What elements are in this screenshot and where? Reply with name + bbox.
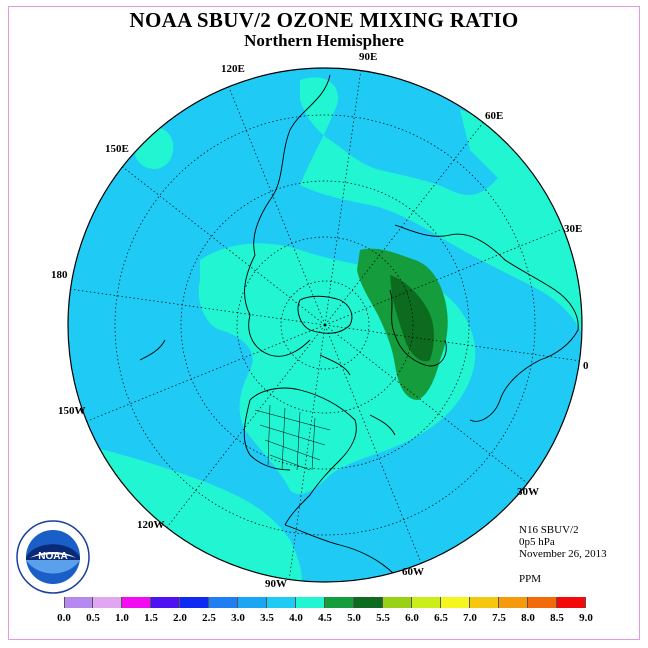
color-bar-tick-label: 4.5 (318, 612, 332, 624)
color-bar-tick-label: 9.0 (579, 612, 593, 624)
color-bar-tick-label: 0.0 (57, 612, 71, 624)
lon-label-0: 0 (583, 360, 589, 372)
color-bar-segment (528, 597, 557, 608)
color-bar-tick-label: 7.5 (492, 612, 506, 624)
state-boundaries (254, 404, 331, 471)
color-bar-segment (557, 597, 586, 608)
meridian-line (122, 166, 326, 326)
color-bar-tick-label: 3.5 (260, 612, 274, 624)
color-bar-tick-label: 2.0 (173, 612, 187, 624)
color-bar-segment (412, 597, 441, 608)
color-bar-segment (267, 597, 296, 608)
meridian-line (288, 324, 326, 580)
map-boundary (67, 67, 583, 583)
color-bar-segment (93, 597, 122, 608)
info-date: November 26, 2013 (519, 548, 607, 560)
map-title: NOAA SBUV/2 OZONE MIXING RATIO (129, 8, 519, 32)
color-bar-tick-label: 5.5 (376, 612, 390, 624)
meridian-line (166, 324, 326, 528)
info-instrument: N16 SBUV/2 (519, 524, 579, 536)
meridian-line (70, 288, 326, 326)
lon-label-120e: 120E (221, 63, 245, 75)
meridian-line (324, 122, 484, 326)
color-bar-segment (209, 597, 238, 608)
color-bar-tick-label: 5.0 (347, 612, 361, 624)
color-bar-tick-label: 2.5 (202, 612, 216, 624)
lon-label-30w: 30W (517, 486, 539, 498)
field-level-4p5-5 (390, 275, 434, 362)
lon-label-120w: 120W (137, 519, 165, 531)
color-bar-segment (441, 597, 470, 608)
color-bar-segment (122, 597, 151, 608)
color-bar-tick-label: 8.5 (550, 612, 564, 624)
logo-wordmark: NOAA (38, 551, 67, 562)
color-bar-tick-label: 3.0 (231, 612, 245, 624)
color-bar-segment (64, 597, 93, 608)
color-bar-segment (151, 597, 180, 608)
lon-label-150w: 150W (58, 405, 86, 417)
color-bar-segment (470, 597, 499, 608)
color-bar-segment (180, 597, 209, 608)
lon-label-60w: 60W (402, 566, 424, 578)
lon-label-90e: 90E (359, 51, 378, 63)
meridian-line (324, 324, 580, 362)
color-bar-tick-label: 4.0 (289, 612, 303, 624)
lon-label-180: 180 (51, 269, 68, 281)
color-bar-segment (325, 597, 354, 608)
meridian-line (324, 228, 564, 326)
color-bar-segment (296, 597, 325, 608)
color-bar (64, 597, 586, 608)
lon-label-90w: 90W (265, 578, 287, 590)
color-bar-tick-label: 6.5 (434, 612, 448, 624)
map-subtitle: Northern Hemisphere (244, 31, 404, 50)
lon-label-60e: 60E (485, 110, 504, 122)
color-bar-segment (238, 597, 267, 608)
meridians (70, 70, 580, 580)
coastlines (139, 74, 579, 576)
meridian-line (324, 324, 528, 484)
lon-label-150e: 150E (105, 143, 129, 155)
meridian-line (324, 324, 422, 564)
color-bar-tick-label: 7.0 (463, 612, 477, 624)
color-bar-tick-label: 6.0 (405, 612, 419, 624)
graticule (114, 114, 536, 536)
meridian-line (86, 324, 326, 422)
color-bar-segment (499, 597, 528, 608)
color-bar-tick-label: 1.5 (144, 612, 158, 624)
color-bar-tick-label: 0.5 (86, 612, 100, 624)
meridian-line (228, 86, 326, 326)
lon-label-30e: 30E (564, 223, 583, 235)
noaa-logo: NOAA (16, 520, 90, 594)
plot-frame (8, 6, 640, 640)
color-bar-tick-label: 1.0 (115, 612, 129, 624)
info-units: PPM (519, 573, 542, 585)
info-pressure: 0p5 hPa (519, 536, 555, 548)
color-bar-segment (383, 597, 412, 608)
meridian-line (324, 70, 362, 326)
color-bar-segment (354, 597, 383, 608)
color-bar-tick-label: 8.0 (521, 612, 535, 624)
